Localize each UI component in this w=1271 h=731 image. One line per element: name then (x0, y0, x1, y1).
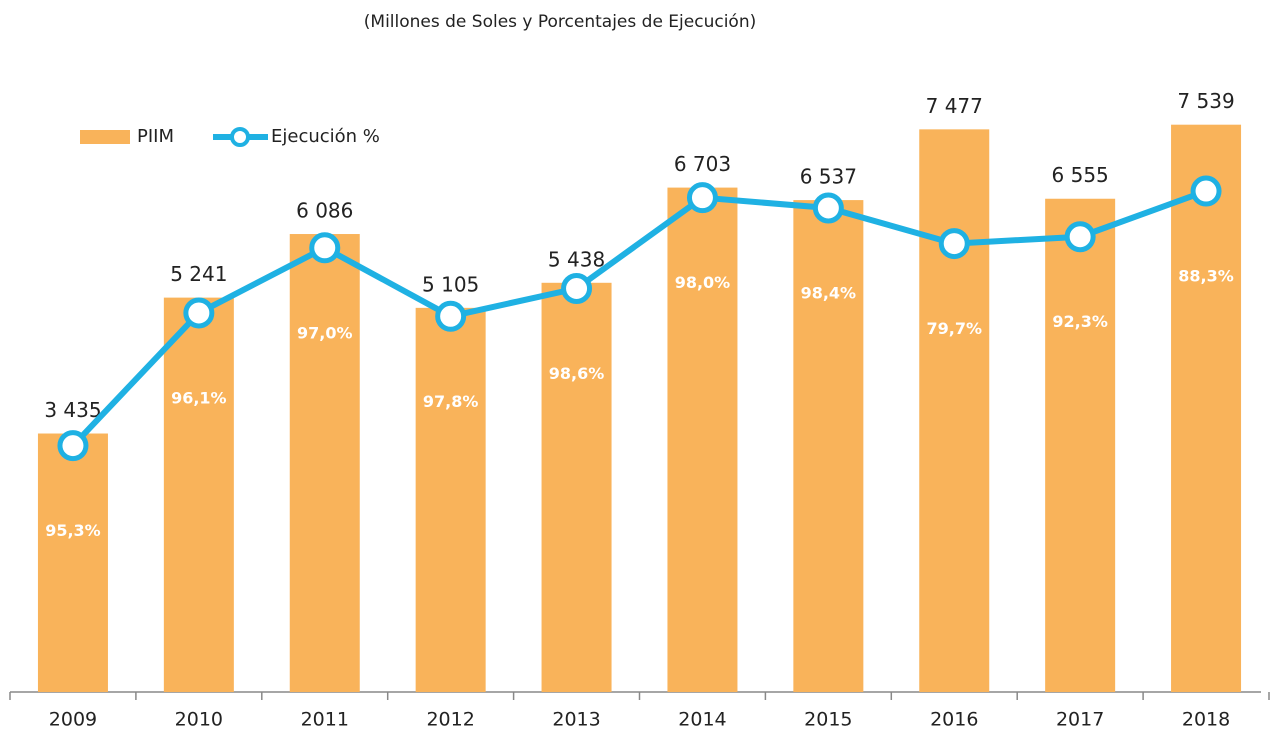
legend-label: PIIM (137, 126, 174, 147)
percent-label: 98,0% (675, 273, 731, 292)
chart-title: (Millones de Soles y Porcentajes de Ejec… (364, 12, 756, 32)
x-tick-label: 2012 (426, 709, 474, 731)
line-marker (57, 430, 89, 462)
percent-label: 97,8% (423, 392, 479, 411)
x-tick-label: 2018 (1182, 709, 1230, 731)
x-tick-label: 2016 (930, 709, 978, 731)
bar (415, 307, 486, 692)
legend-marker (230, 127, 250, 147)
percent-label: 98,6% (549, 364, 605, 383)
bar (1045, 198, 1116, 692)
bar (1171, 124, 1242, 692)
bar (541, 282, 612, 692)
bar (37, 433, 108, 692)
bar (793, 200, 864, 692)
line-marker (1064, 221, 1096, 253)
x-tick-label: 2017 (1056, 709, 1104, 731)
line-marker (686, 182, 718, 214)
line-marker (1190, 175, 1222, 207)
percent-label: 96,1% (171, 388, 227, 407)
bar-value-label: 5 241 (170, 262, 227, 286)
bar (289, 234, 360, 692)
legend-label: Ejecución % (271, 126, 380, 147)
line-marker (561, 273, 593, 305)
line-marker (435, 300, 467, 332)
bar-value-label: 6 086 (296, 199, 353, 223)
bar (163, 297, 234, 692)
bar-value-label: 7 477 (926, 94, 983, 118)
x-tick-label: 2015 (804, 709, 852, 731)
bar-value-label: 5 105 (422, 272, 479, 296)
x-tick-label: 2013 (552, 709, 600, 731)
x-tick-label: 2014 (678, 709, 726, 731)
percent-label: 98,4% (801, 283, 857, 302)
line-marker (309, 232, 341, 264)
legend-swatch (80, 130, 130, 144)
percent-label: 92,3% (1052, 312, 1108, 331)
bar-value-label: 7 539 (1177, 89, 1234, 113)
x-tick-label: 2010 (175, 709, 223, 731)
x-tick-label: 2011 (301, 709, 349, 731)
bar-value-label: 6 703 (674, 152, 731, 176)
x-tick-label: 2009 (49, 709, 97, 731)
bar-value-label: 6 555 (1052, 163, 1109, 187)
percent-label: 97,0% (297, 323, 353, 342)
line-marker (183, 297, 215, 329)
percent-label: 79,7% (926, 319, 982, 338)
line-marker (812, 192, 844, 224)
bar (667, 187, 738, 692)
bar (919, 129, 990, 693)
percent-label: 88,3% (1178, 267, 1234, 286)
line-marker (938, 228, 970, 260)
bar-value-label: 6 537 (800, 165, 857, 189)
line (70, 188, 1208, 448)
percent-label: 95,3% (45, 521, 101, 540)
bar-value-label: 3 435 (44, 398, 101, 422)
bar-value-label: 5 438 (548, 247, 605, 271)
